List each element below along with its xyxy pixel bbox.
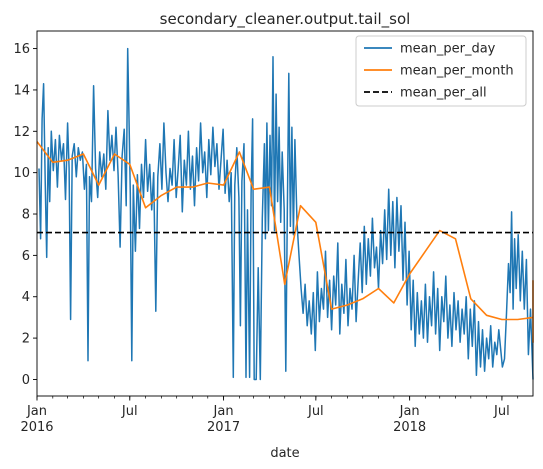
series-line-mean-per-month: [36, 141, 534, 343]
x-axis-label: date: [270, 446, 299, 461]
legend-box: [355, 35, 527, 107]
x-tick-year-label: 2016: [20, 420, 53, 435]
x-tick-label: Jan: [213, 404, 234, 419]
y-tick-label: 4: [22, 290, 30, 305]
legend: mean_per_day mean_per_month mean_per_all: [355, 35, 527, 107]
x-tick-label: Jan: [399, 404, 420, 419]
x-tick-label: Jan: [26, 404, 47, 419]
y-tick-label: 0: [22, 373, 30, 388]
y-tick-label: 14: [13, 83, 30, 98]
x-tick-label: Jul: [493, 404, 510, 419]
y-tick-label: 8: [22, 208, 30, 223]
x-tick-label: Jul: [307, 404, 324, 419]
chart-title: secondary_cleaner.output.tail_sol: [160, 10, 411, 29]
y-tick-label: 2: [22, 332, 30, 347]
legend-label: mean_per_all: [400, 86, 487, 101]
legend-label: mean_per_day: [400, 42, 496, 57]
y-tick-label: 10: [13, 166, 30, 181]
legend-label: mean_per_month: [400, 64, 514, 79]
series-line-mean-per-day: [38, 47, 534, 381]
y-tick-label: 6: [22, 249, 30, 264]
x-tick-year-label: 2017: [207, 420, 240, 435]
x-tick-year-label: 2018: [393, 420, 426, 435]
y-tick-label: 16: [13, 42, 30, 57]
y-tick-label: 12: [13, 125, 30, 140]
x-tick-label: Jul: [121, 404, 138, 419]
y-axis: 0 2 4 6 8 10 12 14 16: [13, 42, 37, 388]
series-layer: [36, 47, 534, 381]
